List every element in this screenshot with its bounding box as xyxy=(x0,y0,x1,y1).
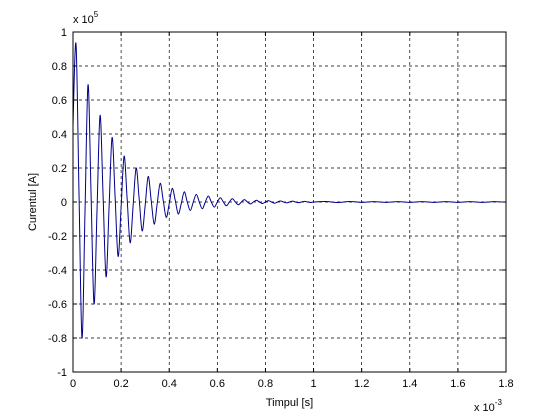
y-tick-label: -1 xyxy=(57,367,67,379)
x-tick-label: 1.4 xyxy=(402,378,417,390)
plot-frame xyxy=(72,31,507,373)
ticks: 0 0.2 0.4 0.6 0.8 1 1.2 1.4 1.6 1.8 -1 -0.8 -0.6 -0.4… xyxy=(48,27,514,390)
y-tick-label: 1 xyxy=(61,27,67,39)
y-axis-label: Curentul [A] xyxy=(27,173,39,231)
series-line xyxy=(72,42,502,339)
x-tick-label: 1 xyxy=(310,378,316,390)
y-tick-label: 0.8 xyxy=(52,61,67,73)
y-tick-label: 0.2 xyxy=(52,163,67,175)
x-tick-label: 0 xyxy=(70,378,76,390)
x-multiplier: x 10-3 xyxy=(474,398,502,414)
x-axis-label: Timpul [s] xyxy=(266,397,313,409)
y-tick-label: -0.4 xyxy=(48,265,67,277)
y-tick-label: -0.2 xyxy=(48,231,67,243)
x-tick-label: 0.4 xyxy=(162,378,177,390)
x-tick-label: 0.2 xyxy=(113,378,128,390)
y-tick-label: 0.4 xyxy=(52,129,67,141)
y-tick-label: 0 xyxy=(61,197,67,209)
y-multiplier: x 105 xyxy=(73,10,99,26)
x-tick-label: 1.2 xyxy=(354,378,369,390)
y-tick-label: -0.6 xyxy=(48,299,67,311)
x-tick-label: 0.8 xyxy=(258,378,273,390)
y-tick-label: 0.6 xyxy=(52,95,67,107)
series-layer xyxy=(72,42,502,339)
x-tick-label: 1.8 xyxy=(498,378,513,390)
x-tick-label: 0.6 xyxy=(210,378,225,390)
x-tick-label: 1.6 xyxy=(450,378,465,390)
y-tick-label: -0.8 xyxy=(48,333,67,345)
